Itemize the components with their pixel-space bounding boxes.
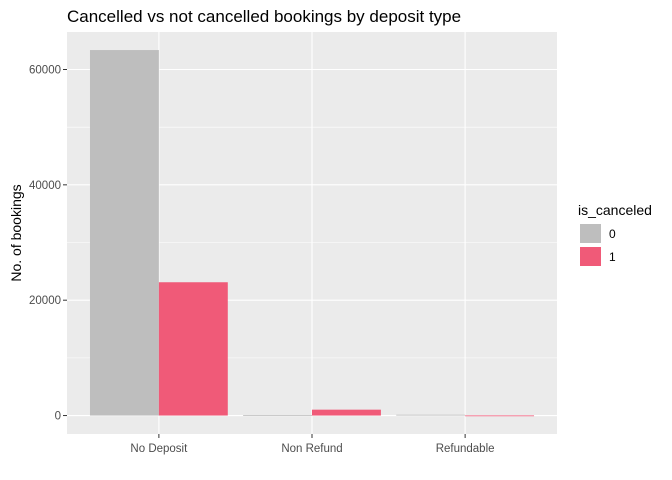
legend-key-1 [580,247,601,266]
y-axis-title: No. of bookings [8,184,24,281]
legend: is_canceled 0 1 [578,202,652,266]
bar-non-refund-0 [243,415,312,416]
y-tick-label: 40000 [29,180,61,192]
bar-no-deposit-1 [158,282,228,416]
y-tick-label: 20000 [29,295,61,307]
legend-title: is_canceled [578,202,652,218]
bar-refundable-0 [396,414,466,416]
bars [89,50,535,417]
x-tick-label: Non Refund [281,443,342,455]
chart-title: Cancelled vs not cancelled bookings by d… [67,7,461,26]
legend-label-1: 1 [609,250,616,264]
legend-label-0: 0 [609,227,616,241]
x-tick-label: No Deposit [130,443,188,455]
y-axis: 0 20000 40000 60000 [29,64,67,423]
y-tick-label: 0 [55,411,61,423]
bar-refundable-1 [465,415,535,417]
x-axis: No Deposit Non Refund Refundable [130,434,495,455]
bar-no-deposit-0 [89,50,159,416]
x-tick-label: Refundable [436,443,495,455]
bar-non-refund-1 [312,409,381,416]
legend-key-0 [580,224,601,243]
y-tick-label: 60000 [29,64,61,76]
